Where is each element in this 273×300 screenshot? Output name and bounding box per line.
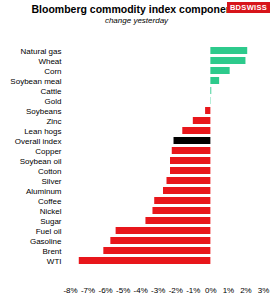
svg-text:-6%: -6% (98, 286, 112, 295)
svg-text:2%: 2% (240, 286, 252, 295)
svg-text:1%: 1% (223, 286, 235, 295)
html-text:Bloomberg commodity index comp: Bloomberg commodity index components (31, 3, 242, 15)
svg-text:Fuel oil: Fuel oil (36, 227, 62, 236)
svg-text:Overall index: Overall index (15, 137, 62, 146)
svg-text:Sugar: Sugar (40, 217, 62, 226)
svg-text:-4%: -4% (134, 286, 148, 295)
svg-text:-5%: -5% (116, 286, 130, 295)
svg-text:Gold: Gold (45, 97, 62, 106)
svg-text:3%: 3% (258, 286, 270, 295)
svg-text:Aluminum: Aluminum (26, 187, 62, 196)
svg-text:-7%: -7% (81, 286, 95, 295)
svg-text:Wheat: Wheat (38, 57, 62, 66)
svg-text:Cotton: Cotton (38, 167, 62, 176)
svg-text:-8%: -8% (63, 286, 77, 295)
svg-text:Lean hogs: Lean hogs (24, 127, 61, 136)
svg-text:Soybean oil: Soybean oil (20, 157, 62, 166)
svg-text:-2%: -2% (169, 286, 183, 295)
svg-text:Copper: Copper (35, 147, 62, 156)
svg-text:Corn: Corn (44, 67, 61, 76)
svg-text:Soybeans: Soybeans (26, 107, 62, 116)
html-text:BDSWISS: BDSWISS (229, 3, 267, 12)
svg-text:-1%: -1% (186, 286, 200, 295)
svg-text:WTI: WTI (47, 257, 62, 266)
svg-text:Zinc: Zinc (46, 117, 61, 126)
svg-text:Silver: Silver (41, 177, 61, 186)
svg-text:Soybean meal: Soybean meal (10, 77, 61, 86)
svg-text:Cattle: Cattle (41, 87, 62, 96)
svg-text:-3%: -3% (151, 286, 165, 295)
svg-text:Gasoline: Gasoline (30, 237, 62, 246)
svg-text:Brent: Brent (42, 247, 62, 256)
svg-text:Coffee: Coffee (38, 197, 62, 206)
svg-text:Nickel: Nickel (40, 207, 62, 216)
html-text:change yesterday: change yesterday (104, 16, 169, 25)
svg-text:Natural gas: Natural gas (21, 47, 62, 56)
svg-text:0%: 0% (205, 286, 217, 295)
